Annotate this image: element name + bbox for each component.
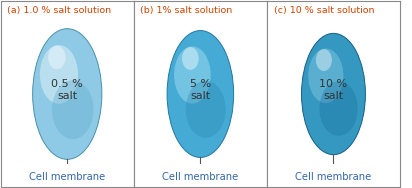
Text: (c) 10 % salt solution: (c) 10 % salt solution [274,6,374,15]
Ellipse shape [308,49,343,103]
Ellipse shape [48,46,66,69]
Ellipse shape [319,81,358,136]
Ellipse shape [167,31,234,157]
Ellipse shape [186,81,226,138]
Text: (a) 1.0 % salt solution: (a) 1.0 % salt solution [7,6,112,15]
Text: Cell membrane: Cell membrane [295,172,372,182]
Text: Cell membrane: Cell membrane [162,172,239,182]
Text: 10 %
salt: 10 % salt [319,80,348,101]
Ellipse shape [316,49,332,71]
Ellipse shape [174,46,211,104]
Text: (b) 1% salt solution: (b) 1% salt solution [140,6,233,15]
Ellipse shape [302,33,365,155]
Text: 0.5 %
salt: 0.5 % salt [52,80,83,101]
Text: Cell membrane: Cell membrane [29,172,105,182]
Ellipse shape [33,29,102,159]
Ellipse shape [182,47,199,70]
Ellipse shape [40,45,78,104]
Ellipse shape [52,80,94,139]
Text: 5 %
salt: 5 % salt [190,80,211,101]
